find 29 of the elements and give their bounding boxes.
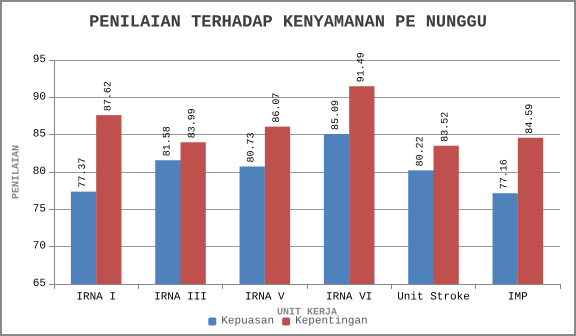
data-label: 87.62 (103, 81, 114, 112)
data-label: 91.49 (356, 52, 368, 82)
data-label: 77.16 (500, 159, 511, 190)
y-tick-label: 65 (32, 278, 46, 290)
data-label: 84.59 (524, 104, 536, 134)
y-axis-title: PENILAIAN (11, 144, 22, 200)
y-tick-label: 70 (32, 240, 46, 253)
data-label: 77.37 (78, 158, 90, 188)
data-label: 86.07 (272, 92, 283, 123)
data-label: 81.58 (162, 126, 174, 156)
data-label: 83.52 (440, 112, 452, 142)
chart-title: PENILAIAN TERHADAP KENYAMANAN PE NUNGGU (89, 14, 487, 32)
x-tick-label: IMP (508, 292, 528, 304)
y-tick-label: 85 (32, 128, 46, 141)
data-label: 80.22 (415, 136, 426, 166)
data-label: 83.99 (188, 108, 199, 138)
data-label: 85.09 (331, 100, 342, 130)
x-tick-label: IRNA V (245, 292, 286, 304)
x-tick-label: IRNA VI (326, 292, 372, 304)
data-label: 80.73 (246, 132, 258, 163)
x-tick-label: IRNA I (76, 292, 116, 304)
y-tick-label: 75 (32, 203, 46, 216)
y-tick-label: 95 (32, 54, 46, 66)
y-tick-label: 90 (32, 91, 46, 104)
y-tick-label: 80 (32, 166, 46, 178)
legend-label: Kepentingan (295, 316, 368, 328)
x-tick-label: Unit Stroke (397, 292, 470, 304)
legend-label: Kepuasan (221, 316, 274, 328)
x-tick-label: IRNA III (154, 292, 207, 304)
